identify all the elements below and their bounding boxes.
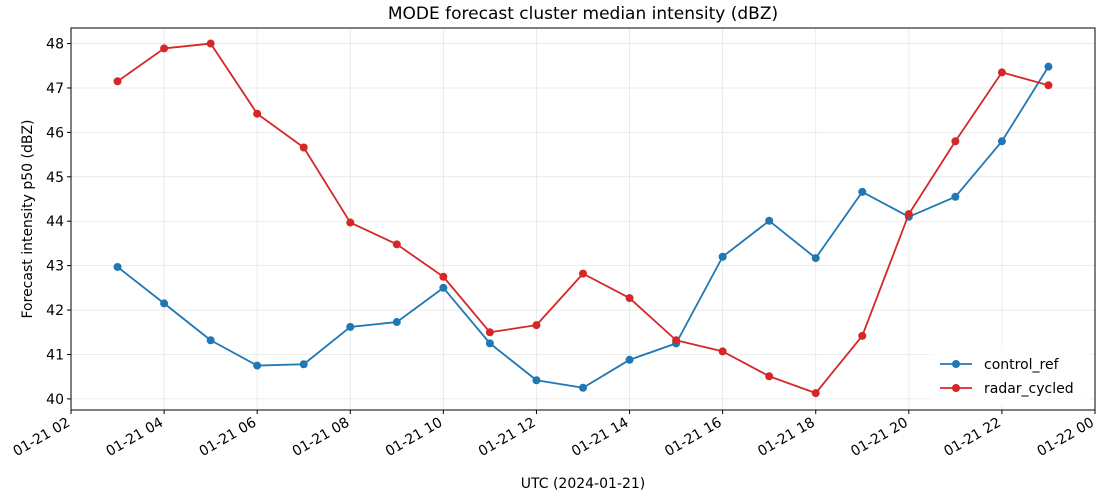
data-point-control-ref [485,339,494,348]
x-tick-label: 01-21 08 [290,415,353,460]
data-point-radar-cycled [997,68,1006,77]
x-tick-label: 01-21 12 [476,415,539,460]
data-point-control-ref [346,322,355,331]
x-tick-label: 01-21 10 [383,415,446,460]
data-point-control-ref [718,252,727,261]
legend-frame [930,346,1090,404]
data-point-radar-cycled [346,218,355,227]
data-point-radar-cycled [904,210,913,219]
y-tick-label: 43 [46,259,64,275]
data-point-radar-cycled [625,294,634,303]
data-point-radar-cycled [858,331,867,340]
y-tick-label: 42 [46,303,64,319]
legend-label-radar-cycled: radar_cycled [984,381,1074,397]
data-point-radar-cycled [811,389,820,398]
data-point-control-ref [439,283,448,292]
data-point-control-ref [858,187,867,196]
x-tick-label: 01-21 22 [941,415,1004,460]
y-axis: 40 41 42 43 44 45 46 47 48 [46,37,71,408]
y-tick-label: 48 [46,37,64,53]
data-point-control-ref [253,361,262,370]
chart-title: MODE forecast cluster median intensity (… [388,4,778,24]
data-point-radar-cycled [160,44,169,53]
data-point-radar-cycled [392,240,401,249]
data-point-control-ref [811,254,820,263]
y-tick-label: 44 [46,214,64,230]
data-point-radar-cycled [439,272,448,281]
x-tick-label: 01-21 16 [662,415,725,460]
y-tick-label: 46 [46,125,64,141]
legend-label-control-ref: control_ref [984,357,1060,373]
legend: control_ref radar_cycled [930,346,1090,404]
y-tick-label: 40 [46,392,64,408]
data-point-radar-cycled [253,109,262,118]
data-point-control-ref [113,262,122,271]
data-point-control-ref [160,299,169,308]
data-point-radar-cycled [1044,81,1053,90]
data-point-control-ref [997,137,1006,146]
data-point-radar-cycled [113,77,122,86]
data-point-control-ref [579,383,587,392]
x-tick-label: 01-21 06 [197,415,260,460]
data-point-control-ref [765,216,774,225]
x-tick-label: 01-21 04 [104,415,167,460]
data-point-radar-cycled [718,347,727,356]
data-point-radar-cycled [579,269,587,278]
y-tick-label: 47 [46,81,64,97]
data-point-control-ref [951,192,960,201]
data-point-control-ref [299,360,308,369]
x-axis: 01-21 02 01-21 04 01-21 06 01-21 08 01-21 10… [10,410,1097,460]
data-point-radar-cycled [299,143,308,152]
legend-marker-control-ref [952,360,960,368]
y-tick-label: 41 [46,347,64,363]
x-axis-label: UTC (2024-01-21) [521,476,646,492]
data-point-control-ref [206,336,215,345]
plot-area-frame [70,27,1096,411]
x-tick-label: 01-21 20 [848,415,911,460]
y-axis-label: Forecast intensity p50 (dBZ) [20,120,36,319]
data-point-radar-cycled [485,328,494,337]
data-point-control-ref [532,376,541,385]
legend-marker-radar-cycled [952,384,960,392]
x-tick-label: 01-21 18 [755,415,818,460]
x-tick-label: 01-21 02 [10,415,73,460]
data-point-control-ref [1044,62,1053,71]
data-point-radar-cycled [206,39,215,48]
data-point-radar-cycled [765,372,774,381]
series-group [113,39,1053,398]
x-tick-label: 01-21 14 [569,415,632,460]
data-point-radar-cycled [951,137,960,146]
x-tick-label: 01-22 00 [1034,415,1097,460]
data-point-radar-cycled [672,336,681,345]
data-point-control-ref [625,355,634,364]
y-tick-label: 45 [46,170,64,186]
data-point-control-ref [392,318,401,327]
data-point-radar-cycled [532,321,541,330]
